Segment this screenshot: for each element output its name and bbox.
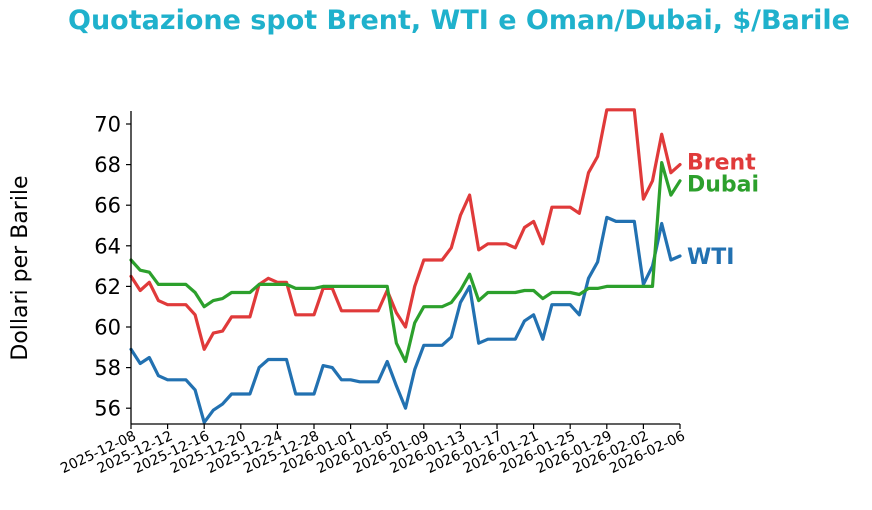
y-tick-label: 66 — [94, 194, 121, 218]
chart-title: Quotazione spot Brent, WTI e Oman/Dubai,… — [68, 5, 850, 36]
series-label-wti: WTI — [687, 245, 734, 270]
y-tick-label: 62 — [94, 275, 121, 299]
series-line-wti — [129, 215, 682, 424]
series-layer — [129, 108, 682, 424]
series-label-brent: Brent — [687, 151, 756, 176]
y-axis-label: Dollari per Barile — [8, 175, 33, 360]
series-label-dubai: Dubai — [687, 173, 759, 198]
series-line-dubai — [129, 161, 682, 364]
plot-area: 56586062646668702025-12-082025-12-122025… — [58, 108, 759, 477]
y-tick-label: 68 — [94, 153, 121, 177]
y-tick-label: 56 — [94, 397, 121, 421]
y-tick-label: 70 — [94, 113, 121, 137]
y-tick-label: 58 — [94, 356, 121, 380]
series-line-brent — [129, 108, 682, 351]
y-tick-label: 64 — [94, 234, 121, 258]
y-tick-label: 60 — [94, 316, 121, 340]
